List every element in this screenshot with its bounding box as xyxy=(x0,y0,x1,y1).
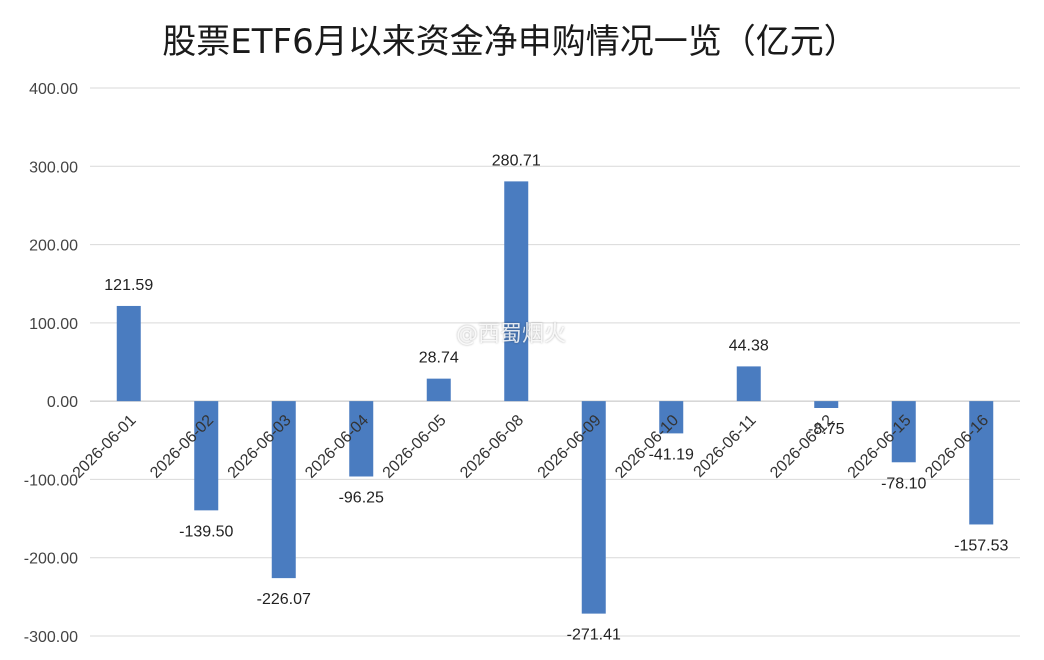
data-label: -78.10 xyxy=(881,475,926,492)
chart-title: 股票ETF6月以来资金净申购情况一览（亿元） xyxy=(162,22,858,62)
x-tick-label: 2026-06-11 xyxy=(691,412,760,481)
data-label: 44.38 xyxy=(729,337,769,354)
data-label: -226.07 xyxy=(257,591,311,608)
bar xyxy=(814,401,839,408)
y-tick-label: -200.00 xyxy=(24,551,78,568)
watermark-text: @西蜀烟火 xyxy=(456,322,567,347)
bar xyxy=(969,401,994,525)
bar xyxy=(271,401,296,579)
x-tick-label: 2026-06-05 xyxy=(380,412,450,482)
bar xyxy=(736,366,761,402)
y-axis-ticks: 400.00 300.00 200.00 100.00 0.00 -100.00 -200.… xyxy=(24,81,78,646)
x-tick-label: 2026-06-12 xyxy=(767,412,837,482)
y-tick-label: 200.00 xyxy=(29,238,78,255)
x-tick-label: 2026-06-01 xyxy=(70,412,140,482)
bar xyxy=(116,305,141,402)
data-label: 28.74 xyxy=(419,350,459,367)
data-label: -139.50 xyxy=(179,523,233,540)
bar xyxy=(504,181,529,402)
bar xyxy=(349,401,374,477)
y-tick-label: 300.00 xyxy=(29,159,78,176)
y-tick-label: -300.00 xyxy=(24,629,78,646)
gridlines xyxy=(90,87,1020,637)
bar xyxy=(659,401,684,434)
data-label: -96.25 xyxy=(339,489,384,506)
data-label: -157.53 xyxy=(954,537,1008,554)
data-label: 121.59 xyxy=(104,277,153,294)
data-labels: 121.59 -139.50 -226.07 -96.25 28.74 280.71 -27… xyxy=(104,152,1008,643)
data-label: 280.71 xyxy=(492,152,541,169)
bar xyxy=(426,378,451,402)
bars xyxy=(116,181,994,614)
data-label: -8.75 xyxy=(808,421,845,438)
bar xyxy=(581,401,606,614)
data-label: -41.19 xyxy=(649,446,694,463)
y-tick-label: 400.00 xyxy=(29,81,78,98)
y-tick-label: 100.00 xyxy=(29,316,78,333)
y-tick-label: 0.00 xyxy=(47,394,78,411)
y-tick-label: -100.00 xyxy=(24,472,78,489)
x-tick-label: 2026-06-08 xyxy=(457,412,527,482)
bar xyxy=(891,401,916,463)
data-label: -271.41 xyxy=(567,627,621,644)
bar xyxy=(194,401,219,511)
